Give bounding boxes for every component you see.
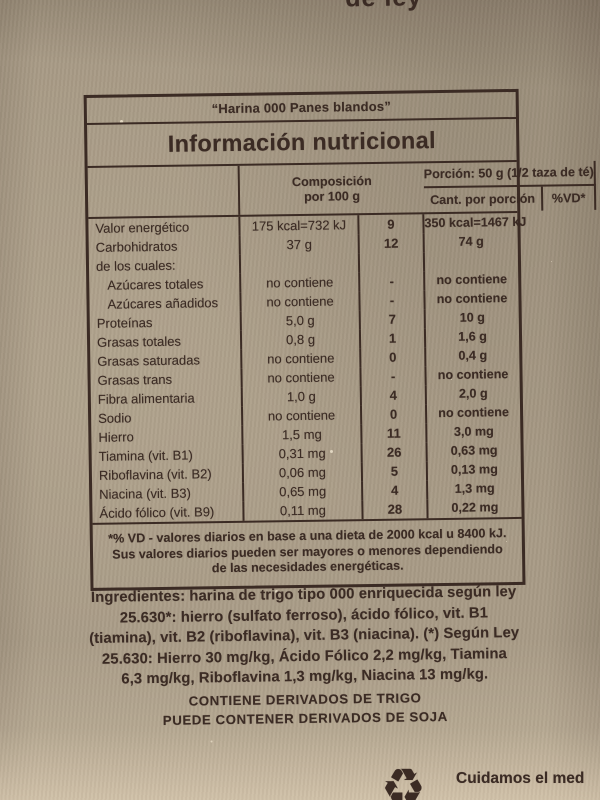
row-label: Azúcares añadidos bbox=[89, 292, 242, 314]
row-per100: 350 kcal=1467 kJ bbox=[424, 214, 527, 231]
row-dv: 9 bbox=[359, 214, 425, 235]
row-dv: 26 bbox=[362, 442, 428, 463]
row-dv: 11 bbox=[362, 423, 428, 444]
row-per100 bbox=[425, 251, 518, 271]
header-portion: Porción: 50 g (1/2 taza de té) bbox=[423, 160, 596, 189]
row-amount: no contiene bbox=[241, 291, 361, 312]
table-header: Porción: 50 g (1/2 taza de té) Composici… bbox=[87, 160, 597, 219]
header-dv-col: %VD* bbox=[551, 191, 586, 206]
header-composition: Composición por 100 g bbox=[240, 163, 425, 215]
header-subrow: Cant. por porción %VD* bbox=[423, 185, 597, 213]
row-dv: 1 bbox=[360, 328, 427, 349]
row-per100: 0,63 mg bbox=[450, 443, 498, 458]
header-empty-cell bbox=[87, 165, 241, 217]
row-per100: 0,4 g bbox=[458, 348, 488, 363]
nutrition-title: Información nutricional bbox=[87, 118, 517, 168]
row-label: Valor energético bbox=[88, 216, 241, 238]
row-per100: 10 g bbox=[459, 310, 485, 325]
row-label: Grasas trans bbox=[90, 368, 243, 390]
row-amount: 0,65 mg bbox=[244, 481, 364, 502]
row-per100: no contiene bbox=[436, 272, 508, 288]
header-amount-col: Cant. por porción bbox=[423, 186, 544, 213]
row-dv: - bbox=[360, 290, 426, 311]
row-dv bbox=[359, 252, 426, 273]
row-label: Proteínas bbox=[89, 311, 242, 333]
row-per100: 1,6 g bbox=[458, 329, 487, 344]
row-dv: - bbox=[360, 271, 426, 292]
row-amount bbox=[240, 253, 361, 274]
row-amount: 1,5 mg bbox=[243, 424, 363, 445]
row-label: Ácido fólico (vit. B9) bbox=[92, 501, 245, 523]
row-per100: 0,22 mg bbox=[451, 500, 499, 515]
top-edge-partial-text: de ley bbox=[345, 0, 422, 13]
row-label: Tiamina (vit. B1) bbox=[91, 444, 244, 466]
row-amount: no contiene bbox=[242, 367, 362, 388]
row-label: Carbohidratos bbox=[88, 235, 241, 257]
row-per100: 0,13 mg bbox=[450, 462, 498, 477]
row-amount: no contiene bbox=[242, 348, 362, 369]
row-amount: 0,06 mg bbox=[243, 462, 364, 483]
table-footnote: *% VD - valores diarios en base a una di… bbox=[92, 516, 523, 588]
row-dv: 28 bbox=[363, 499, 429, 520]
allergen-statement: CONTIENE DERIVADOS DE TRIGO PUEDE CONTEN… bbox=[45, 687, 565, 731]
nutrition-table: “Harina 000 Panes blandos” Información n… bbox=[83, 88, 597, 591]
row-amount: 1,0 g bbox=[242, 386, 362, 407]
row-label: Sodio bbox=[90, 406, 244, 428]
row-label: Hierro bbox=[91, 425, 244, 447]
row-dv: 4 bbox=[361, 385, 427, 406]
row-per100: no contiene bbox=[436, 291, 508, 307]
row-label: Riboflavina (vit. B2) bbox=[91, 463, 245, 485]
row-per100: no contiene bbox=[437, 367, 509, 383]
row-label: Grasas totales bbox=[89, 330, 243, 352]
ingredients-paragraph: Ingredientes: harina de trigo tipo 000 e… bbox=[44, 581, 565, 691]
row-dv: 5 bbox=[362, 461, 429, 482]
row-per100: 74 g bbox=[458, 234, 484, 249]
row-dv: 0 bbox=[361, 404, 428, 425]
row-amount: 0,8 g bbox=[241, 329, 362, 350]
row-label: Azúcares totales bbox=[89, 273, 242, 295]
row-amount: 37 g bbox=[240, 234, 360, 255]
row-per100: no contiene bbox=[438, 405, 510, 421]
header-composition-line2: por 100 g bbox=[303, 188, 361, 204]
header-composition-line1: Composición bbox=[291, 173, 372, 189]
row-amount: no contiene bbox=[242, 405, 363, 426]
row-dv: 12 bbox=[359, 233, 425, 254]
row-amount: 175 kcal=732 kJ bbox=[240, 215, 360, 236]
row-amount: 0,11 mg bbox=[244, 500, 364, 521]
row-dv: - bbox=[361, 366, 427, 387]
row-per100: 2,0 g bbox=[458, 386, 488, 401]
row-amount: 5,0 g bbox=[241, 310, 361, 331]
row-dv: 0 bbox=[361, 347, 427, 368]
row-label: Niacina (vit. B3) bbox=[92, 482, 245, 504]
row-dv: 4 bbox=[363, 480, 429, 501]
row-amount: no contiene bbox=[241, 272, 361, 293]
row-label: de los cuales: bbox=[88, 254, 242, 276]
row-per100: 3,0 mg bbox=[453, 424, 494, 439]
table-body: Valor energético 175 kcal=732 kJ 9 350 kcal… bbox=[88, 213, 526, 523]
row-label: Grasas saturadas bbox=[90, 349, 243, 371]
row-per100: 1,3 mg bbox=[454, 481, 495, 496]
row-label: Fibra alimentaria bbox=[90, 387, 243, 409]
row-amount: 0,31 mg bbox=[243, 443, 363, 464]
row-dv: 7 bbox=[360, 309, 426, 330]
